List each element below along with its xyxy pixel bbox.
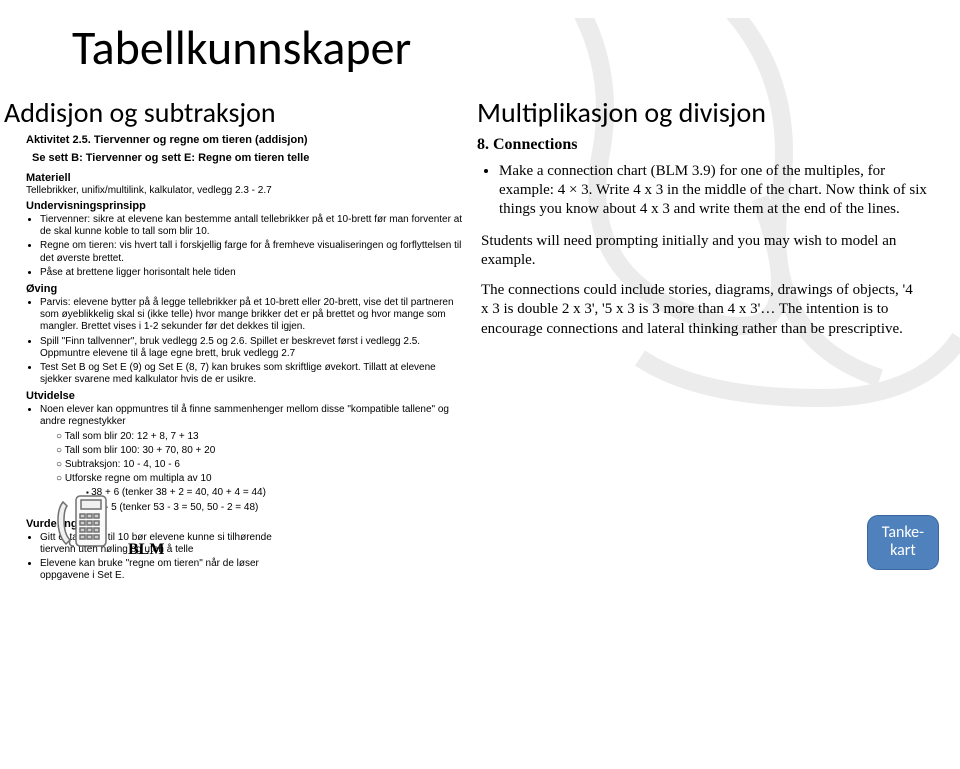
list-item: Påse at brettene ligger horisontalt hele…: [40, 267, 467, 279]
left-subtitle: Addisjon og subtraksjon: [4, 95, 467, 130]
utvidelse-square-list: 38 + 6 (tenker 38 + 2 = 40, 40 + 4 = 44)…: [86, 487, 467, 513]
list-item: 38 + 6 (tenker 38 + 2 = 40, 40 + 4 = 44): [86, 487, 467, 499]
list-item: Regne om tieren: vis hvert tall i forskj…: [40, 240, 467, 264]
list-item: 53 - 5 (tenker 53 - 3 = 50, 50 - 2 = 48): [86, 502, 467, 514]
page-title: Tabellkunnskaper: [72, 18, 960, 77]
right-subtitle: Multiplikasjon og divisjon: [477, 95, 932, 130]
list-item: Test Set B og Set E (9) og Set E (8, 7) …: [40, 362, 467, 386]
connections-para2: The connections could include stories, d…: [481, 281, 918, 340]
undervisning-list: Tiervenner: sikre at elevene kan bestemm…: [40, 214, 467, 279]
list-item: Spill "Finn tallvenner", bruk vedlegg 2.…: [40, 336, 467, 360]
activity-line: Aktivitet 2.5. Tiervenner og regne om ti…: [26, 134, 467, 146]
oving-list: Parvis: elevene bytter på å legge telleb…: [40, 297, 467, 386]
phone-icon: [54, 490, 114, 557]
list-item: Utforske regne om multipla av 10 38 + 6 …: [56, 473, 467, 514]
connections-para1: Students will need prompting initially a…: [481, 232, 918, 271]
list-item: Make a connection chart (BLM 3.9) for on…: [499, 162, 932, 220]
connections-heading: 8. Connections: [477, 136, 932, 154]
oving-heading: Øving: [26, 283, 467, 295]
right-column: Multiplikasjon og divisjon 8. Connection…: [477, 89, 932, 587]
callout-text: Tanke-kart: [882, 523, 924, 560]
blm-label: BLM: [128, 541, 164, 559]
materiell-text: Tellebrikker, unifix/multilink, kalkulat…: [26, 185, 467, 196]
list-item: Elevene kan bruke "regne om tieren" når …: [40, 558, 300, 582]
list-item: Tall som blir 100: 30 + 70, 80 + 20: [56, 445, 467, 457]
utvidelse-heading: Utvidelse: [26, 390, 467, 402]
utvidelse-sublist: Tall som blir 20: 12 + 8, 7 + 13 Tall so…: [56, 431, 467, 514]
sett-line: Se sett B: Tiervenner og sett E: Regne o…: [32, 152, 467, 164]
list-item: Tall som blir 20: 12 + 8, 7 + 13: [56, 431, 467, 443]
undervisning-heading: Undervisningsprinsipp: [26, 200, 467, 212]
materiell-heading: Materiell: [26, 172, 467, 184]
connections-list: Make a connection chart (BLM 3.9) for on…: [499, 162, 932, 220]
utvidelse-intro: Noen elever kan oppmuntres til å finne s…: [40, 404, 449, 427]
callout-tankekart: Tanke-kart: [868, 516, 938, 569]
list-item: Tiervenner: sikre at elevene kan bestemm…: [40, 214, 467, 238]
list-item: Parvis: elevene bytter på å legge telleb…: [40, 297, 467, 334]
list-item: Subtraksjon: 10 - 4, 10 - 6: [56, 459, 467, 471]
